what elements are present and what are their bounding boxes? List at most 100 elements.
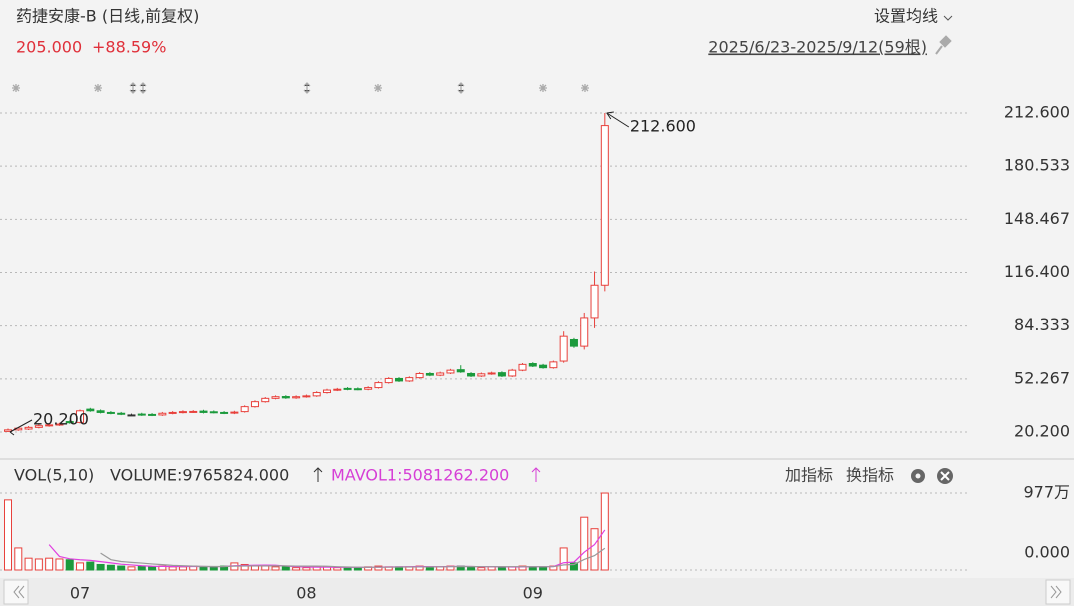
volume-bar [580,516,589,571]
candle-body [497,372,506,377]
candle-body [322,389,331,394]
volume-bar [569,562,578,571]
volume-bar [281,566,290,571]
candle-body [600,125,609,286]
volume-bar [240,563,249,571]
ma-line [48,529,606,568]
ma-line [100,547,606,568]
candle-body [86,408,95,412]
volume-bar [292,567,301,571]
close-icon[interactable] [937,468,953,484]
candle-body [261,397,270,403]
candle-body [117,412,126,415]
candle-body [559,335,568,362]
candle-body [487,372,496,375]
candle-body [24,426,33,430]
candle-body [76,410,85,423]
candle-body [281,396,290,399]
candle-body [384,377,393,384]
candle-body [106,411,115,414]
x-tick-label: 07 [70,584,90,603]
volume-bar [353,567,362,571]
pin-icon[interactable] [935,35,952,55]
candle-body [456,369,465,373]
candle-body [364,387,373,390]
candle-body [199,410,208,413]
y-tick-label: 977万 [1023,483,1070,502]
volume-bar [477,567,486,571]
candle-body [292,396,301,399]
volume-bar [45,557,54,571]
vol-value: VOLUME:9765824.000 [110,466,289,485]
arrow-head [606,111,614,120]
candle-body [436,372,445,376]
volume-bar [467,566,476,571]
candle-body [158,412,167,416]
candle-body [477,373,486,377]
candle-body [415,372,424,379]
switch-indicator[interactable]: 换指标 [846,466,894,485]
up-arrow [531,467,541,482]
volume-bar [106,564,115,571]
candle-body [55,423,64,426]
candle-body [230,411,239,414]
volume-bar [199,566,208,571]
candle-body [178,411,187,414]
scroll-right-icon [1050,585,1062,599]
ma-setting[interactable]: 设置均线 [874,7,938,26]
y-tick-label: 52.267 [1014,368,1070,387]
volume-bar [55,558,64,571]
x-tick-label: 09 [523,584,543,603]
candle-body [539,364,548,369]
candle-body [405,377,414,382]
up-arrow [313,467,323,482]
candle-body [209,411,218,414]
volume-bar [168,566,177,571]
candle-body [189,410,198,413]
candle-body [96,410,105,413]
candle-body [250,401,259,408]
add-indicator[interactable]: 加指标 [785,466,833,485]
candle-body [528,363,537,367]
volume-bar [600,492,609,571]
y-tick-label: 84.333 [1014,315,1070,334]
volume-bar [86,561,95,571]
chevron-icon [943,15,953,21]
volume-bar [374,565,383,571]
annotation-label: 20.200 [33,410,89,429]
candle-body [569,338,578,347]
scroll-left-icon [13,585,25,599]
volume-bar [65,559,74,571]
event-markers [12,82,589,94]
candle-body [425,372,434,376]
volume-bar [127,566,136,571]
candle-body [137,413,146,416]
annotation-arrow [606,112,630,128]
annotation-label: 212.600 [630,117,696,136]
candle-body [148,413,157,416]
mavol1-value: MAVOL1:5081262.200 [331,466,509,485]
candle-body [518,363,527,371]
arrow-head [9,427,18,436]
candle-body [45,424,54,427]
date-range[interactable]: 2025/6/23-2025/9/12(59根) [708,38,927,57]
scroll-left[interactable] [3,579,29,605]
volume-bar [559,547,568,571]
volume-bar [34,558,43,571]
candle-body [590,284,599,319]
scroll-right[interactable] [1045,579,1071,605]
y-tick-label: 20.200 [1014,422,1070,441]
volume-bar [148,566,157,571]
volume-bar [209,566,218,571]
volume-bar [271,566,280,571]
candle-body [312,392,321,397]
gear-icon[interactable] [911,469,925,483]
scrollbar[interactable] [0,578,1074,606]
y-tick-label: 180.533 [1004,156,1070,175]
volume-bar [137,565,146,571]
candle-body [343,387,352,390]
y-tick-label: 212.600 [1004,103,1070,122]
volume-bar [117,565,126,571]
candle-body [374,382,383,389]
